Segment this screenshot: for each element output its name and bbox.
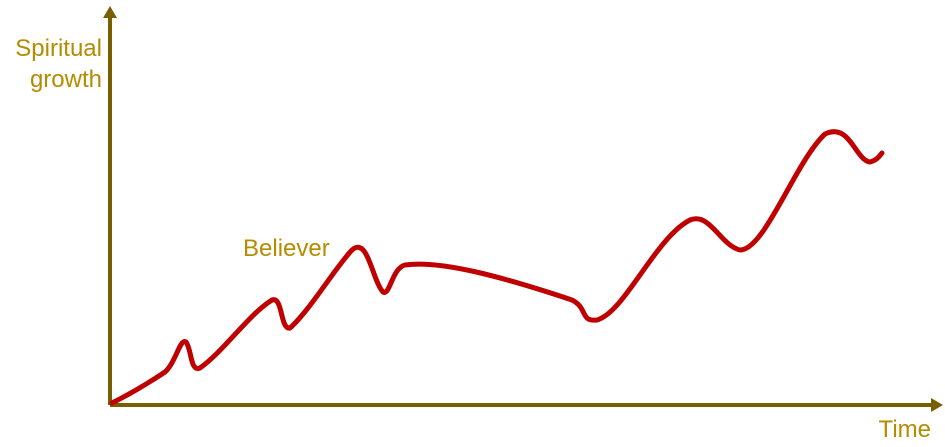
believer-growth-curve xyxy=(109,129,885,406)
y-axis-label-line1: Spiritual xyxy=(15,35,102,62)
x-axis-label: Time xyxy=(878,416,931,443)
x-axis-arrowhead xyxy=(931,398,943,412)
curve-label-believer: Believer xyxy=(243,235,330,262)
y-axis-label-line2: growth xyxy=(29,66,102,93)
y-axis-label: Spiritual growth xyxy=(15,33,102,95)
y-axis-arrowhead xyxy=(103,6,117,18)
